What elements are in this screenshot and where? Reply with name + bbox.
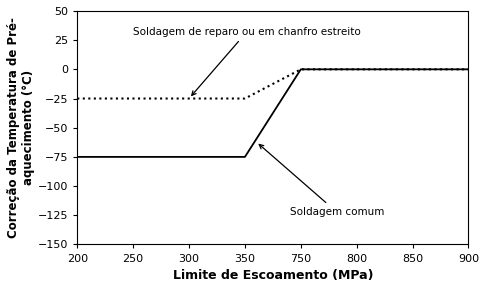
Text: Soldagem de reparo ou em chanfro estreito: Soldagem de reparo ou em chanfro estreit… (133, 27, 361, 95)
Y-axis label: Correção da Temperatura de Pré-
aquecimento (°C): Correção da Temperatura de Pré- aquecime… (7, 17, 35, 238)
X-axis label: Limite de Escoamento (MPa): Limite de Escoamento (MPa) (173, 269, 373, 282)
Text: Soldagem comum: Soldagem comum (259, 144, 384, 217)
